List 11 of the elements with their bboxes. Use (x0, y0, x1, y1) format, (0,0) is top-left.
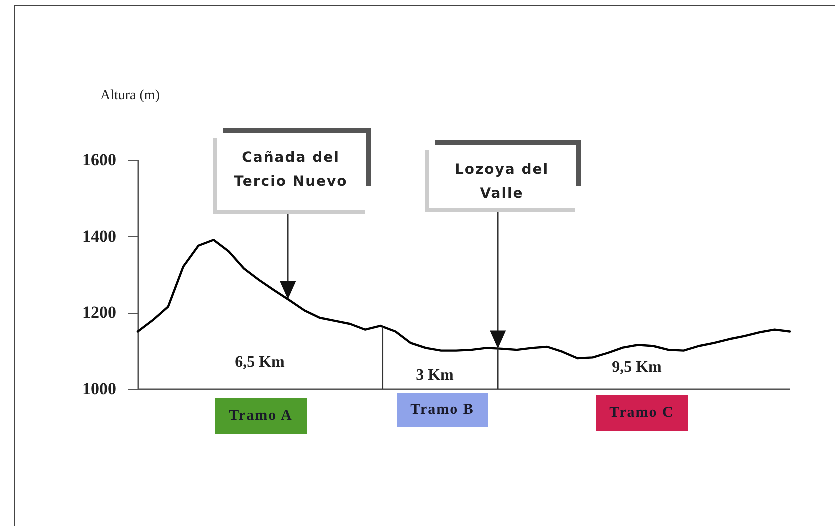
y-axis-title: Altura (m) (100, 88, 160, 104)
annotation: 9,5 Km (612, 359, 662, 377)
text: Tramo C (596, 395, 688, 431)
text: Tramo B (397, 393, 488, 427)
y-tick-label: 1000 (82, 380, 116, 398)
y-tick-label: 1200 (82, 303, 116, 322)
y-tick-label: 1600 (82, 150, 116, 170)
text: Tramo A (215, 398, 307, 434)
annotation: 6,5 Km (235, 354, 285, 372)
y-tick-label: 1400 (82, 226, 116, 246)
annotation: 3 Km (416, 367, 454, 385)
